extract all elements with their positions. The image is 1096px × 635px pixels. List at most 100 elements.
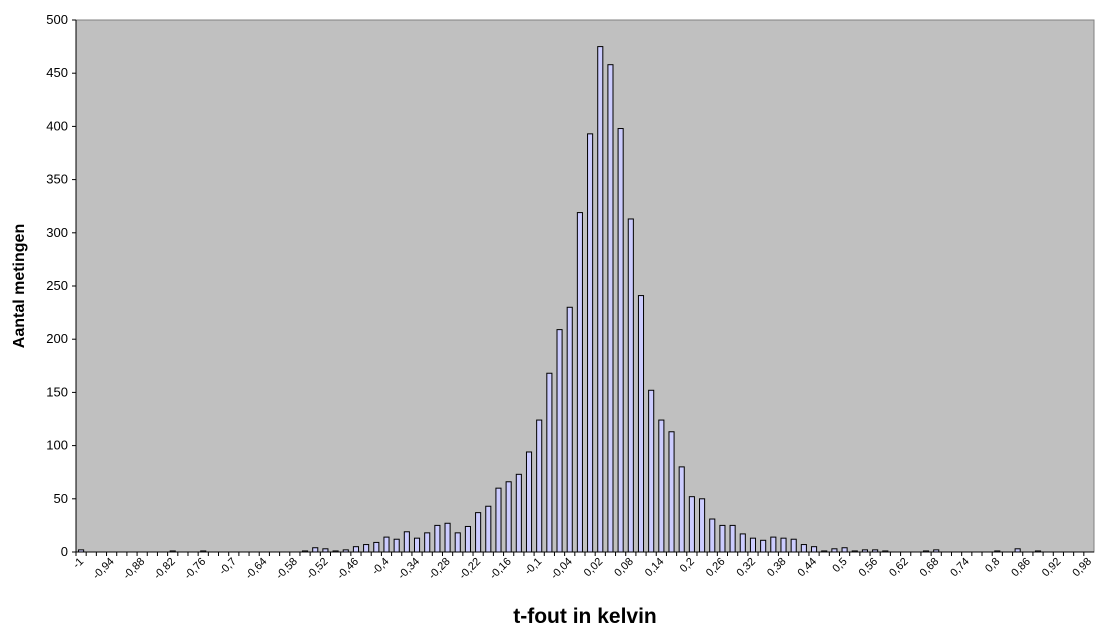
- x-tick-label: -0,16: [488, 556, 514, 582]
- x-axis-title: t-fout in kelvin: [513, 605, 657, 628]
- bar: [444, 522, 451, 553]
- y-tick-label: 200: [46, 331, 68, 346]
- x-tick-label: -0,46: [335, 556, 361, 582]
- bar: [454, 532, 461, 553]
- bar: [393, 538, 400, 553]
- x-tick-label: 0,62: [887, 556, 911, 580]
- bar: [515, 473, 522, 553]
- bar: [780, 537, 787, 553]
- bar: [790, 538, 797, 553]
- bar: [525, 451, 533, 553]
- y-tick-label: 400: [46, 118, 68, 133]
- x-tick-label: 0,2: [678, 556, 697, 575]
- x-tick-label: -0,04: [549, 556, 575, 582]
- bar: [699, 498, 706, 553]
- bar: [922, 550, 930, 553]
- bar: [668, 431, 675, 553]
- bar: [342, 549, 349, 553]
- y-tick-label: 500: [46, 12, 68, 27]
- bar: [413, 537, 421, 553]
- y-tick-label: 250: [46, 278, 68, 293]
- bar: [597, 46, 604, 553]
- bar: [872, 549, 879, 553]
- x-tick-label: 0,98: [1070, 556, 1094, 580]
- bar: [637, 295, 645, 553]
- bar: [485, 505, 492, 553]
- bar: [607, 64, 614, 553]
- bar: [617, 128, 624, 553]
- x-tick-label: -0,88: [121, 556, 147, 582]
- x-tick-label: -0,52: [304, 556, 330, 582]
- x-tick-label: -0,4: [370, 556, 392, 578]
- bar: [332, 550, 339, 553]
- bar: [363, 544, 370, 553]
- bar: [882, 550, 889, 553]
- x-tick-label: 0,38: [765, 556, 789, 580]
- x-tick-label: -0,82: [152, 556, 178, 582]
- x-tick-label: 0,8: [983, 556, 1002, 575]
- bar: [658, 419, 665, 553]
- bar: [861, 549, 868, 553]
- x-tick-label: -0,34: [396, 556, 422, 582]
- bar: [536, 419, 543, 553]
- bar: [800, 544, 807, 553]
- x-tick-label: 0,26: [704, 556, 728, 580]
- bar: [495, 487, 502, 553]
- bar: [546, 372, 553, 553]
- bar: [739, 533, 746, 553]
- bar: [760, 539, 767, 553]
- x-tick-label: -0,76: [182, 556, 208, 582]
- bar: [464, 525, 471, 553]
- x-tick-label: 0,14: [643, 556, 667, 580]
- x-tick-label: 0,68: [918, 556, 942, 580]
- y-axis-title: Aantal metingen: [11, 224, 28, 348]
- x-tick-label: 0,08: [612, 556, 636, 580]
- bar: [770, 536, 777, 553]
- bar: [403, 531, 410, 553]
- bar: [475, 512, 482, 553]
- y-tick-label: 350: [46, 172, 68, 187]
- x-tick-label: 0,74: [948, 556, 972, 580]
- bar: [587, 133, 594, 553]
- x-tick-label: -0,58: [274, 556, 300, 582]
- bar: [556, 329, 563, 553]
- bar: [169, 550, 176, 553]
- y-tick-label: 300: [46, 225, 68, 240]
- bar: [729, 524, 736, 553]
- y-tick-label: 100: [46, 438, 68, 453]
- y-tick-label: 450: [46, 65, 68, 80]
- bar: [424, 532, 431, 553]
- y-tick-label: 50: [54, 491, 68, 506]
- bar: [78, 549, 85, 553]
- bar: [811, 546, 818, 553]
- bar: [302, 550, 309, 553]
- x-tick-label: -0,94: [91, 556, 117, 582]
- bar: [749, 537, 757, 553]
- x-tick-label: 0,44: [796, 556, 820, 580]
- bar: [383, 536, 390, 553]
- y-tick-label: 150: [46, 384, 68, 399]
- x-tick-label: -1: [71, 556, 86, 571]
- bar: [719, 524, 726, 553]
- x-tick-label: 0,02: [582, 556, 606, 580]
- x-tick-label: 0,86: [1009, 556, 1033, 580]
- x-tick-label: -0,22: [457, 556, 483, 582]
- x-tick-label: -0,64: [243, 556, 269, 582]
- y-tick-label: 0: [61, 544, 68, 559]
- bar: [841, 547, 848, 553]
- bar: [821, 550, 828, 553]
- x-tick-label: 0,56: [857, 556, 881, 580]
- x-tick-label: 0,32: [734, 556, 758, 580]
- bar: [576, 212, 583, 553]
- bar: [200, 550, 207, 553]
- bar: [994, 550, 1001, 553]
- x-tick-label: 0,5: [830, 556, 849, 575]
- bar: [322, 548, 329, 553]
- bar: [678, 466, 685, 553]
- bar: [566, 306, 573, 553]
- bar: [831, 548, 838, 553]
- x-tick-label: -0,28: [426, 556, 452, 582]
- bar: [933, 549, 940, 553]
- plot-area: [75, 19, 1095, 553]
